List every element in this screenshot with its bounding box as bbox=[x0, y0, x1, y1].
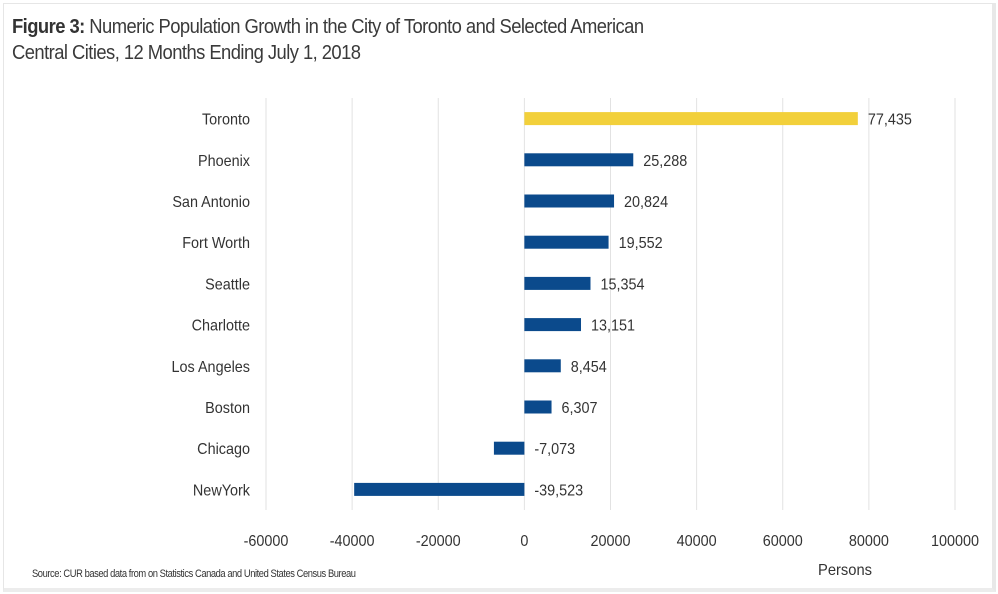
bar-san-antonio bbox=[524, 194, 615, 208]
category-label: San Antonio bbox=[172, 193, 250, 211]
data-label: 20,824 bbox=[624, 193, 669, 211]
title-text-1: Numeric Population Growth in the City of… bbox=[84, 16, 644, 38]
category-label: Fort Worth bbox=[182, 235, 250, 253]
x-tick-label: 100000 bbox=[931, 532, 979, 550]
x-tick-label: -20000 bbox=[416, 532, 461, 550]
data-label: -7,073 bbox=[534, 441, 575, 459]
category-label: Los Angeles bbox=[172, 358, 251, 376]
bar-los-angeles bbox=[524, 359, 561, 373]
bar-charlotte bbox=[524, 318, 582, 332]
gridlines bbox=[265, 98, 956, 510]
category-labels: Toronto Phoenix San Antonio Fort Worth Seatt… bbox=[172, 111, 251, 500]
x-tick-label: 20000 bbox=[590, 532, 630, 550]
x-tick-label: 80000 bbox=[849, 532, 889, 550]
category-label: NewYork bbox=[193, 482, 250, 500]
x-tick-label: -60000 bbox=[244, 532, 289, 550]
data-label: 25,288 bbox=[643, 152, 687, 170]
x-tick-label: 0 bbox=[520, 532, 528, 550]
bars bbox=[354, 112, 858, 496]
data-label: 13,151 bbox=[591, 317, 635, 335]
bar-newyork bbox=[354, 482, 525, 496]
category-label: Charlotte bbox=[192, 317, 250, 335]
chart-frame bbox=[3, 3, 996, 592]
bar-seattle bbox=[524, 276, 591, 290]
chart-title: Figure 3: Numeric Population Growth in t… bbox=[12, 14, 644, 66]
source-note: Source: CUR based data from on Statistic… bbox=[32, 568, 356, 580]
data-label: 8,454 bbox=[571, 358, 608, 376]
data-label: 6,307 bbox=[562, 399, 598, 417]
chart-title-line2: Central Cities, 12 Months Ending July 1,… bbox=[12, 42, 361, 64]
bar-toronto bbox=[524, 112, 858, 126]
category-label: Toronto bbox=[202, 111, 250, 129]
category-label: Boston bbox=[205, 399, 250, 417]
x-axis-label: Persons bbox=[818, 562, 873, 579]
bar-phoenix bbox=[524, 153, 634, 167]
data-labels: 77,435 25,288 20,824 19,552 15,354 13,151 8,45… bbox=[534, 111, 912, 500]
data-label: 15,354 bbox=[600, 276, 645, 294]
x-tick-label: 60000 bbox=[763, 532, 803, 550]
bar-boston bbox=[524, 400, 552, 414]
category-label: Chicago bbox=[197, 441, 250, 459]
data-label: 77,435 bbox=[868, 111, 912, 129]
x-tick-label: -40000 bbox=[330, 532, 375, 550]
category-label: Phoenix bbox=[198, 152, 250, 170]
x-tick-labels: -60000 -40000 -20000 0 20000 40000 60000 80000 1… bbox=[244, 532, 979, 550]
data-label: -39,523 bbox=[534, 482, 583, 500]
figure-number: Figure 3: bbox=[12, 16, 85, 38]
bar-fort-worth bbox=[524, 235, 609, 249]
x-tick-label: 40000 bbox=[677, 532, 717, 550]
data-label: 19,552 bbox=[619, 235, 663, 253]
bar-chicago bbox=[493, 441, 525, 455]
chart-title-line1: Figure 3: Numeric Population Growth in t… bbox=[12, 14, 644, 40]
category-label: Seattle bbox=[205, 276, 250, 294]
